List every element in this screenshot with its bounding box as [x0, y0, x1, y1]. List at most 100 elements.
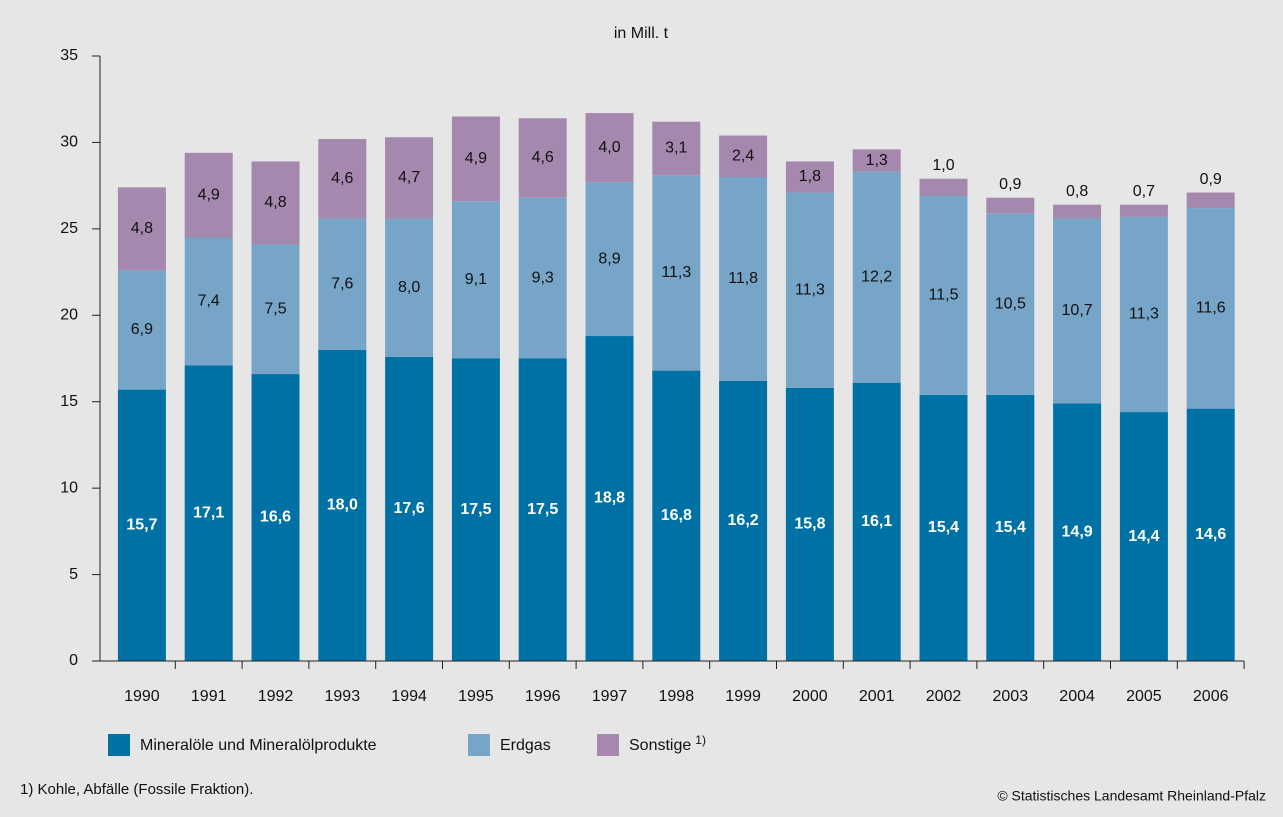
- value-label: 9,3: [532, 269, 554, 286]
- value-label: 3,1: [665, 140, 687, 157]
- value-label: 11,8: [728, 270, 758, 287]
- footnote: 1) Kohle, Abfälle (Fossile Fraktion).: [20, 781, 253, 798]
- bar-segment: [1053, 204, 1102, 219]
- value-label: 15,7: [126, 517, 157, 534]
- x-tick-label: 1990: [124, 688, 160, 705]
- legend-text: Erdgas: [500, 737, 551, 754]
- x-tick-label: 1992: [258, 688, 294, 705]
- value-label: 17,5: [527, 501, 558, 518]
- value-label: 0,9: [999, 176, 1021, 193]
- bar-segment: [117, 389, 166, 661]
- bar-segment: [318, 138, 367, 219]
- bar-segment: [518, 118, 567, 198]
- value-label: 17,6: [394, 500, 425, 517]
- bar-segment: [385, 137, 434, 219]
- legend-swatch: [597, 734, 619, 756]
- value-label: 6,9: [131, 321, 153, 338]
- value-label: 7,6: [331, 275, 353, 292]
- value-label: 14,9: [1062, 523, 1093, 540]
- value-label: 18,0: [327, 497, 358, 514]
- legend-text: Mineralöle und Mineralölprodukte: [140, 737, 377, 754]
- bar-segment: [385, 218, 434, 357]
- legend-note: 1): [695, 733, 706, 747]
- value-label: 4,7: [398, 169, 420, 186]
- x-tick-label: 1998: [659, 688, 695, 705]
- value-label: 11,5: [929, 287, 959, 304]
- value-label: 17,5: [460, 501, 491, 518]
- source: © Statistisches Landesamt Rheinland-Pfal…: [997, 788, 1266, 804]
- legend-item: Erdgas: [468, 734, 551, 756]
- value-label: 16,2: [728, 512, 759, 529]
- x-tick-label: 2002: [926, 688, 962, 705]
- bar-segment: [184, 365, 233, 661]
- y-tick-label: 30: [60, 134, 78, 151]
- bar-segment: [1053, 403, 1102, 661]
- bar-segment: [719, 135, 768, 177]
- legend-label: Sonstige 1): [629, 733, 706, 754]
- bar-segment: [184, 152, 233, 238]
- bar-segment: [451, 201, 500, 359]
- value-label: 2,4: [732, 147, 754, 164]
- value-label: 16,6: [260, 509, 291, 526]
- bar-segment: [385, 356, 434, 661]
- x-tick-label: 2001: [859, 688, 895, 705]
- value-label: 14,6: [1195, 526, 1226, 543]
- value-label: 12,2: [861, 268, 892, 285]
- value-label: 11,3: [795, 281, 825, 298]
- bar-segment: [652, 121, 701, 176]
- value-label: 1,3: [866, 152, 888, 169]
- value-label: 15,4: [928, 519, 959, 536]
- value-label: 16,1: [861, 513, 892, 530]
- x-tick-label: 1991: [191, 688, 227, 705]
- bar-segment: [184, 237, 233, 366]
- value-label: 1,0: [932, 157, 954, 174]
- bar-segment: [251, 374, 300, 661]
- x-tick-label: 1996: [525, 688, 561, 705]
- bar-segment: [719, 177, 768, 381]
- bar-segment: [585, 113, 634, 183]
- value-label: 4,6: [532, 149, 554, 166]
- value-label: 0,7: [1133, 183, 1155, 200]
- x-tick-label: 2006: [1193, 688, 1229, 705]
- x-tick-label: 2005: [1126, 688, 1162, 705]
- value-label: 1,8: [799, 168, 821, 185]
- value-label: 0,9: [1200, 171, 1222, 188]
- legend-item: Mineralöle und Mineralölprodukte: [108, 734, 377, 756]
- unit-label: in Mill. t: [614, 25, 669, 42]
- bar-segment: [117, 270, 166, 390]
- bar-segment: [785, 192, 834, 388]
- bar-segment: [1186, 208, 1235, 409]
- x-tick-label: 1994: [391, 688, 427, 705]
- value-label: 4,6: [331, 170, 353, 187]
- value-label: 11,6: [1196, 300, 1226, 317]
- bar-segment: [1186, 408, 1235, 661]
- value-label: 10,5: [995, 295, 1026, 312]
- bar-segment: [785, 387, 834, 661]
- x-tick-label: 2003: [993, 688, 1029, 705]
- value-label: 10,7: [1062, 302, 1093, 319]
- x-tick-label: 1995: [458, 688, 494, 705]
- bar-segment: [1119, 204, 1168, 217]
- value-label: 7,4: [198, 293, 220, 310]
- value-label: 7,5: [264, 300, 286, 317]
- bar-segment: [318, 218, 367, 350]
- bar-segment: [585, 336, 634, 661]
- x-tick-label: 1993: [325, 688, 361, 705]
- bar-segment: [652, 370, 701, 661]
- bar-segment: [852, 382, 901, 661]
- bar-segment: [1119, 412, 1168, 661]
- value-label: 18,8: [594, 490, 625, 507]
- bar-segment: [251, 244, 300, 375]
- value-label: 16,8: [661, 507, 692, 524]
- bar-segment: [518, 197, 567, 359]
- x-tick-label: 1999: [725, 688, 761, 705]
- legend-swatch: [108, 734, 130, 756]
- value-label: 0,8: [1066, 183, 1088, 200]
- bar-segment: [652, 175, 701, 371]
- legend-label: Mineralöle und Mineralölprodukte: [140, 737, 377, 754]
- legend-item: Sonstige 1): [597, 733, 706, 756]
- x-tick-label: 2000: [792, 688, 828, 705]
- y-tick-label: 35: [60, 47, 78, 64]
- bar-segment: [986, 394, 1035, 661]
